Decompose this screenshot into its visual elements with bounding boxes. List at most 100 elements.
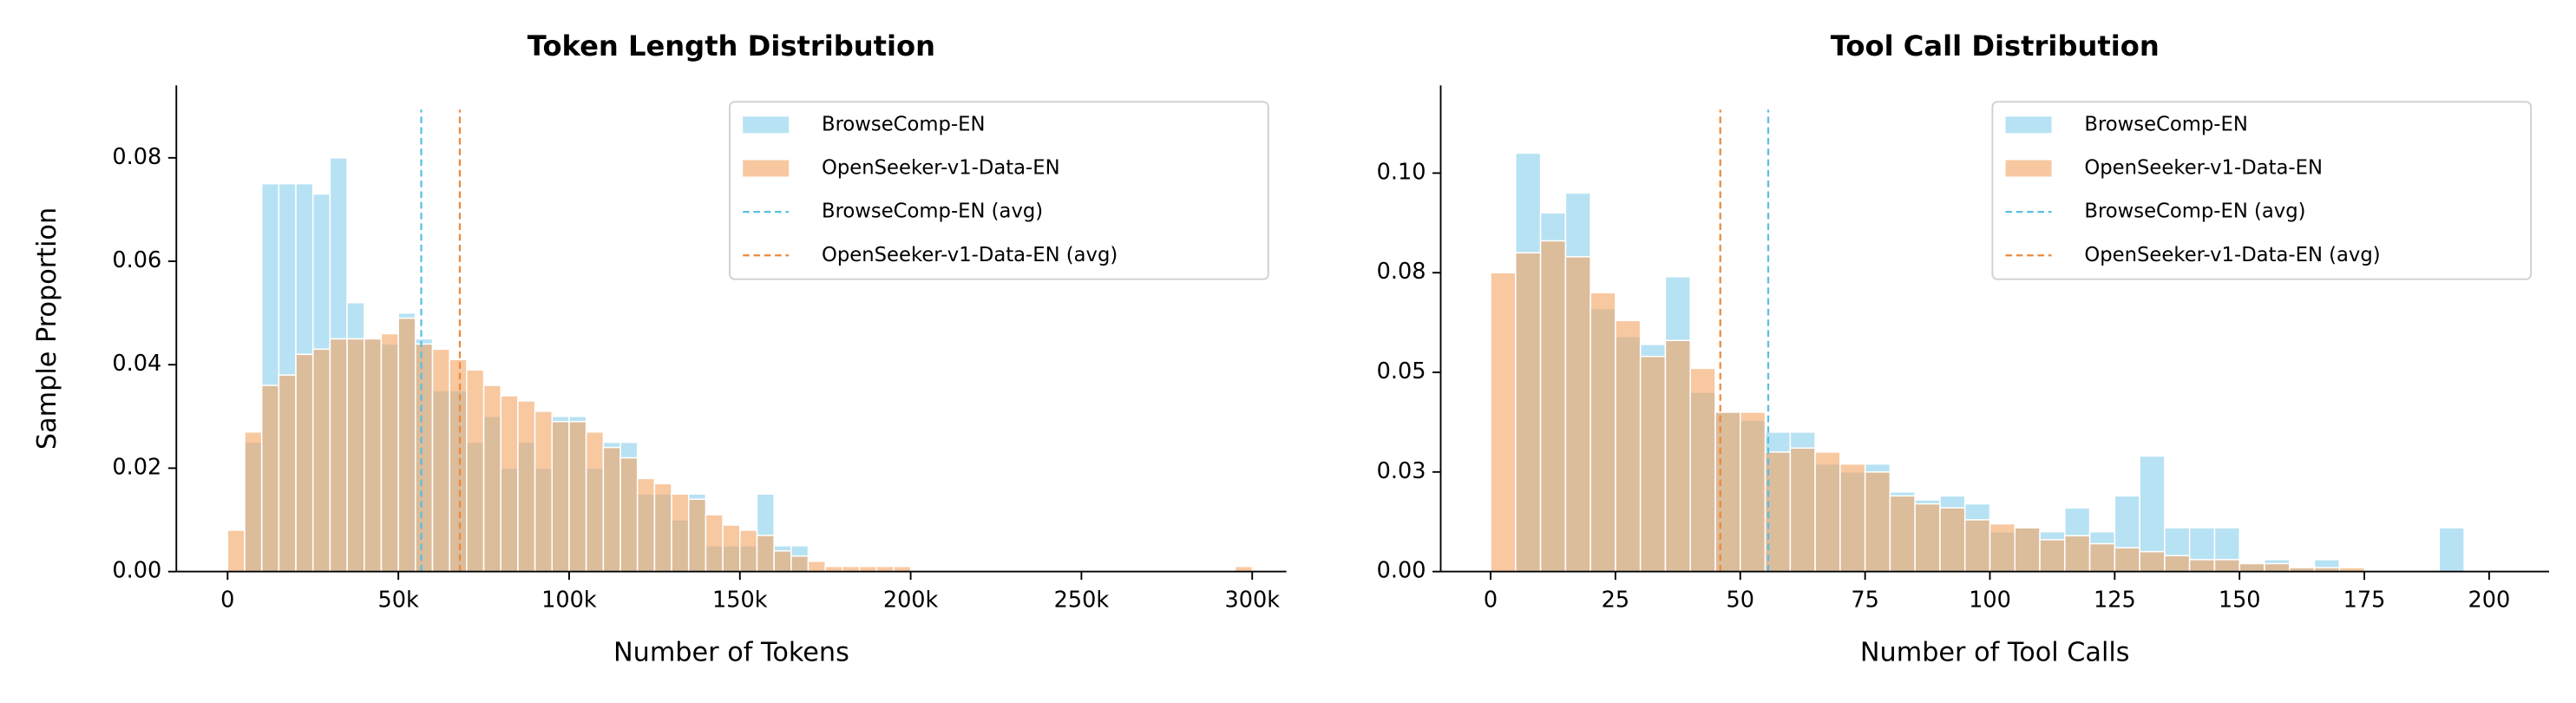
histogram-bar xyxy=(397,317,416,573)
histogram-bar xyxy=(602,446,621,573)
legend-label: OpenSeeker-v1-Data-EN xyxy=(2084,156,2323,179)
legend-swatch xyxy=(2005,160,2052,177)
histogram-bar xyxy=(500,395,519,573)
histogram-bar xyxy=(415,343,434,573)
histogram-bar xyxy=(739,529,758,573)
x-tick-label: 50 xyxy=(1727,588,1755,614)
histogram-bar xyxy=(2014,527,2041,573)
y-tick-label: 0.03 xyxy=(1377,458,1426,484)
x-tick-label: 50k xyxy=(377,588,418,614)
histogram-bar xyxy=(1864,471,1891,573)
x-tick-label: 175 xyxy=(2343,588,2386,614)
x-tick-label: 200 xyxy=(2468,588,2511,614)
histogram-bar xyxy=(2238,562,2265,573)
histogram-bar xyxy=(705,514,724,573)
histogram-bar xyxy=(2213,559,2240,573)
x-tick-label: 0 xyxy=(1484,588,1498,614)
histogram-bar xyxy=(671,493,690,573)
histogram-bar xyxy=(585,430,605,573)
x-tick-label: 75 xyxy=(1851,588,1879,614)
chart-title: Token Length Distribution xyxy=(528,30,935,62)
histogram-bar xyxy=(2164,555,2191,573)
y-tick-label: 0.02 xyxy=(112,454,161,480)
x-axis-label: Number of Tokens xyxy=(613,638,849,668)
histogram-bar xyxy=(1989,522,2016,573)
y-tick-label: 0.06 xyxy=(112,247,161,273)
histogram-bar xyxy=(346,338,365,573)
histogram-bar xyxy=(756,535,775,573)
histogram-bar xyxy=(534,411,554,573)
legend-label: BrowseComp-EN (avg) xyxy=(2084,200,2305,223)
x-tick-label: 200k xyxy=(883,588,939,614)
x-tick-label: 150k xyxy=(712,588,768,614)
histogram-bar xyxy=(1564,256,1591,573)
histogram-bar xyxy=(482,384,501,573)
legend-swatch xyxy=(743,116,790,134)
histogram-bar xyxy=(568,421,587,573)
y-tick-label: 0.10 xyxy=(1377,159,1426,185)
histogram-bar xyxy=(2064,535,2091,573)
histogram-bar xyxy=(244,430,263,573)
histogram-bar xyxy=(380,332,399,573)
histogram-bar xyxy=(466,369,485,573)
histogram-bar xyxy=(619,457,639,573)
histogram-bar xyxy=(1539,240,1567,573)
y-tick-label: 0.08 xyxy=(1377,259,1426,285)
y-tick-label: 0.04 xyxy=(112,351,161,377)
legend-label: BrowseComp-EN (avg) xyxy=(822,200,1043,223)
histogram-bar xyxy=(364,338,383,573)
y-tick-label: 0.00 xyxy=(1377,558,1426,584)
histogram-bar xyxy=(260,384,280,573)
histogram-bar xyxy=(1615,319,1642,573)
histogram-bar xyxy=(1590,292,1616,573)
histogram-bar xyxy=(1789,447,1816,573)
legend-label: OpenSeeker-v1-Data-EN xyxy=(822,156,1060,179)
histogram-bar xyxy=(1714,411,1741,573)
x-axis-label: Number of Tool Calls xyxy=(1860,638,2130,668)
histogram-bar xyxy=(2188,559,2216,573)
histogram-bar xyxy=(2264,562,2291,573)
histogram-bar xyxy=(2088,542,2116,573)
histogram-bar xyxy=(1490,272,1517,573)
histogram-bar xyxy=(2139,550,2166,573)
histogram-bar xyxy=(1914,503,1941,573)
legend-label: OpenSeeker-v1-Data-EN (avg) xyxy=(822,244,1118,266)
histogram-bar xyxy=(1664,339,1691,573)
histogram-bar xyxy=(1839,463,1866,573)
histogram-bar xyxy=(278,374,297,573)
x-tick-label: 0 xyxy=(220,588,234,614)
histogram-bar xyxy=(295,353,314,573)
x-tick-label: 100 xyxy=(1969,588,2011,614)
histogram-bar xyxy=(687,498,707,573)
legend-swatch xyxy=(743,160,790,177)
histogram-bar xyxy=(551,421,570,573)
histogram-bar xyxy=(636,477,656,573)
histogram-bar xyxy=(431,348,450,573)
histogram-bar xyxy=(1740,411,1766,573)
legend-box xyxy=(1991,101,2533,280)
legend-box xyxy=(729,101,1269,280)
y-axis-label: Sample Proportion xyxy=(32,207,62,450)
histogram-bar xyxy=(1515,252,1542,573)
x-tick-label: 150 xyxy=(2219,588,2261,614)
histogram-bar xyxy=(449,358,468,573)
x-tick-label: 250k xyxy=(1054,588,1110,614)
x-tick-label: 300k xyxy=(1224,588,1280,614)
histogram-bar xyxy=(329,338,348,573)
x-tick-label: 125 xyxy=(2094,588,2136,614)
histogram-bar xyxy=(722,524,741,573)
histogram-bar xyxy=(226,529,246,573)
x-tick-label: 100k xyxy=(541,588,597,614)
legend-label: BrowseComp-EN xyxy=(2084,113,2247,135)
x-tick-label: 25 xyxy=(1602,588,1630,614)
y-tick-label: 0.05 xyxy=(1377,358,1426,384)
histogram-bar xyxy=(311,348,331,573)
y-tick-label: 0.08 xyxy=(112,144,161,170)
histogram-bar xyxy=(1963,519,1991,573)
histogram-bar xyxy=(2114,547,2140,573)
legend-label: OpenSeeker-v1-Data-EN (avg) xyxy=(2084,244,2380,266)
legend-swatch xyxy=(2005,116,2052,134)
legend: BrowseComp-EN OpenSeeker-v1-Data-EN Browse… xyxy=(1991,101,2533,280)
histogram-bar xyxy=(1889,495,1916,573)
